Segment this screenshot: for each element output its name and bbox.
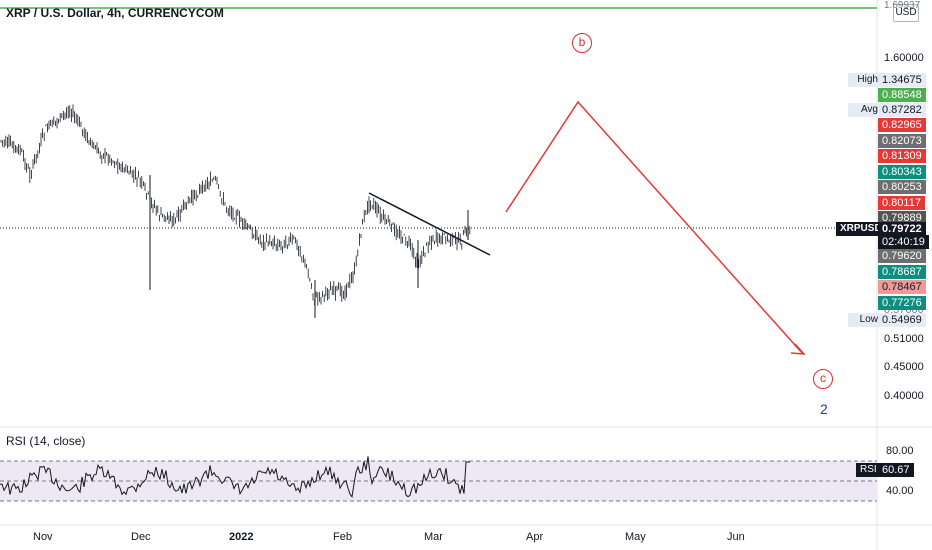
countdown-tag: 02:40:19 [878, 235, 929, 249]
price-tick: 0.45000 [884, 361, 924, 373]
rsi-upper-tick: 80.00 [886, 445, 914, 457]
price-tag-above-2: 0.82073 [878, 133, 926, 148]
symbol-tag: XRPUSD [836, 222, 886, 236]
price-tick: 1.60000 [884, 52, 924, 64]
time-label-2022: 2022 [229, 531, 254, 543]
price-tick: 0.51000 [884, 333, 924, 345]
rsi-tag-label: RSI [856, 463, 881, 477]
high-value: 1.34675 [878, 73, 926, 87]
rsi-value-tag: 60.67 [878, 463, 914, 477]
wave-2-label[interactable]: 2 [820, 401, 828, 417]
time-label-apr: Apr [526, 531, 544, 543]
projection-path[interactable] [505, 100, 804, 355]
projection-arrowhead [790, 343, 806, 355]
price-tag-above-5: 0.80253 [878, 180, 926, 194]
price-tag-above-1: 0.82965 [878, 118, 926, 132]
price-tag-above-6: 0.80117 [878, 195, 925, 210]
top-price-label: 1.69937 [884, 0, 921, 11]
low-label: Low [848, 313, 882, 327]
time-label-jun: Jun [727, 531, 745, 543]
price-tag-below-0: 0.79620 [878, 249, 926, 263]
price-tag-above-4: 0.80343 [878, 164, 926, 179]
price-tag-above-0: 0.88548 [878, 88, 926, 102]
high-label: High [848, 73, 882, 87]
price-candles[interactable] [0, 104, 471, 318]
time-label-nov: Nov [33, 531, 53, 543]
time-label-feb: Feb [333, 531, 352, 543]
time-label-may: May [625, 531, 646, 543]
low-value: 0.54969 [878, 313, 926, 327]
wave-b-label[interactable]: b [572, 33, 592, 53]
trend-line[interactable] [368, 192, 491, 256]
price-tag-below-2: 0.78467 [878, 280, 926, 294]
price-tag-below-3: 0.77276 [878, 295, 926, 310]
price-tag-above-3: 0.81309 [878, 149, 926, 163]
chart-title: XRP / U.S. Dollar, 4h, CURRENCYCOM [6, 6, 224, 20]
time-label-mar: Mar [424, 531, 443, 543]
price-tag-below-1: 0.78687 [878, 264, 926, 279]
price-tag-above-7: 0.79889 [878, 211, 926, 225]
wave-c-label[interactable]: c [813, 369, 833, 389]
avg-label: Avg [848, 103, 882, 117]
avg-value: 0.87282 [878, 103, 926, 117]
rsi-line[interactable] [0, 456, 470, 499]
rsi-title: RSI (14, close) [6, 434, 86, 448]
current-price-tag: 0.79722 [878, 222, 926, 236]
currency-button[interactable]: USD [893, 4, 919, 22]
price-tick: 0.40000 [884, 390, 924, 402]
time-label-dec: Dec [131, 531, 151, 543]
rsi-lower-tick: 40.00 [886, 485, 914, 497]
